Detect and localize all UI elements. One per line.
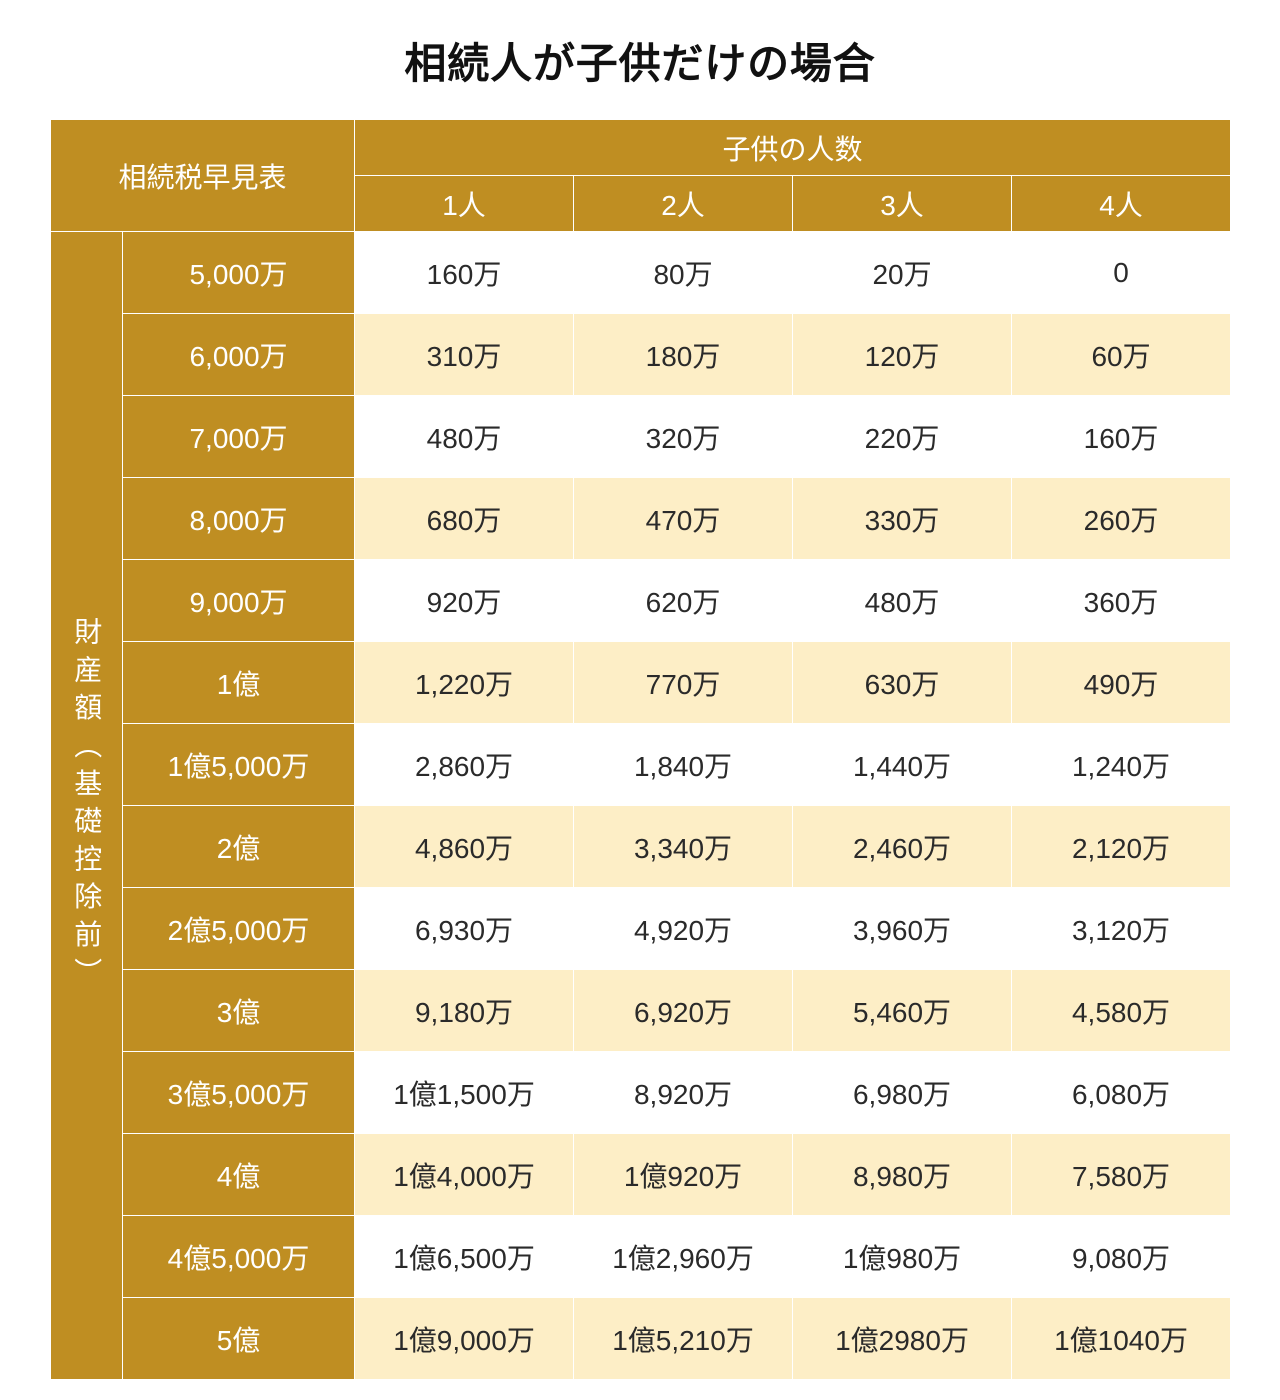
table-row: 8,000万680万470万330万260万	[51, 478, 1231, 560]
cell: 1億6,500万	[355, 1216, 574, 1298]
cell: 1億920万	[574, 1134, 793, 1216]
inheritance-tax-table: 相続税早見表 子供の人数 1人 2人 3人 4人 財産額（基礎控除前）5,000…	[50, 119, 1231, 1380]
table-row: 1億1,220万770万630万490万	[51, 642, 1231, 724]
table-row: 5億1億9,000万1億5,210万1億2980万1億1040万	[51, 1298, 1231, 1380]
cell: 1億2980万	[793, 1298, 1012, 1380]
cell: 160万	[355, 232, 574, 314]
table-row: 9,000万920万620万480万360万	[51, 560, 1231, 642]
cell: 5,460万	[793, 970, 1012, 1052]
cell: 60万	[1012, 314, 1231, 396]
cell: 1億1,500万	[355, 1052, 574, 1134]
cell: 1億9,000万	[355, 1298, 574, 1380]
cell: 3,120万	[1012, 888, 1231, 970]
col-header-4: 4人	[1012, 176, 1231, 232]
cell: 7,580万	[1012, 1134, 1231, 1216]
table-row: 財産額（基礎控除前）5,000万160万80万20万0	[51, 232, 1231, 314]
cell: 20万	[793, 232, 1012, 314]
cell: 8,980万	[793, 1134, 1012, 1216]
cell: 120万	[793, 314, 1012, 396]
col-header-2: 2人	[574, 176, 793, 232]
row-header: 5,000万	[123, 232, 355, 314]
row-header: 1億5,000万	[123, 724, 355, 806]
table-row: 4億5,000万1億6,500万1億2,960万1億980万9,080万	[51, 1216, 1231, 1298]
header-corner: 相続税早見表	[51, 120, 355, 232]
cell: 260万	[1012, 478, 1231, 560]
cell: 3,340万	[574, 806, 793, 888]
cell: 2,460万	[793, 806, 1012, 888]
row-header: 7,000万	[123, 396, 355, 478]
cell: 620万	[574, 560, 793, 642]
cell: 3,960万	[793, 888, 1012, 970]
cell: 490万	[1012, 642, 1231, 724]
row-header: 4億	[123, 1134, 355, 1216]
table-row: 2億5,000万6,930万4,920万3,960万3,120万	[51, 888, 1231, 970]
cell: 6,930万	[355, 888, 574, 970]
side-header-asset-amount: 財産額（基礎控除前）	[51, 232, 123, 1380]
row-header: 8,000万	[123, 478, 355, 560]
row-header: 3億5,000万	[123, 1052, 355, 1134]
row-header: 6,000万	[123, 314, 355, 396]
table-row: 3億9,180万6,920万5,460万4,580万	[51, 970, 1231, 1052]
row-header: 5億	[123, 1298, 355, 1380]
row-header: 2億	[123, 806, 355, 888]
cell: 0	[1012, 232, 1231, 314]
cell: 480万	[355, 396, 574, 478]
cell: 320万	[574, 396, 793, 478]
cell: 6,980万	[793, 1052, 1012, 1134]
cell: 160万	[1012, 396, 1231, 478]
cell: 2,860万	[355, 724, 574, 806]
row-header: 2億5,000万	[123, 888, 355, 970]
row-header: 9,000万	[123, 560, 355, 642]
cell: 1億2,960万	[574, 1216, 793, 1298]
cell: 360万	[1012, 560, 1231, 642]
table-body: 財産額（基礎控除前）5,000万160万80万20万06,000万310万180…	[51, 232, 1231, 1380]
cell: 680万	[355, 478, 574, 560]
cell: 220万	[793, 396, 1012, 478]
cell: 80万	[574, 232, 793, 314]
cell: 630万	[793, 642, 1012, 724]
cell: 9,180万	[355, 970, 574, 1052]
table-row: 6,000万310万180万120万60万	[51, 314, 1231, 396]
table-row: 4億1億4,000万1億920万8,980万7,580万	[51, 1134, 1231, 1216]
cell: 1億1040万	[1012, 1298, 1231, 1380]
cell: 1億980万	[793, 1216, 1012, 1298]
cell: 4,920万	[574, 888, 793, 970]
row-header: 3億	[123, 970, 355, 1052]
cell: 4,580万	[1012, 970, 1231, 1052]
cell: 9,080万	[1012, 1216, 1231, 1298]
cell: 1億4,000万	[355, 1134, 574, 1216]
cell: 2,120万	[1012, 806, 1231, 888]
cell: 310万	[355, 314, 574, 396]
cell: 920万	[355, 560, 574, 642]
cell: 1億5,210万	[574, 1298, 793, 1380]
table-row: 1億5,000万2,860万1,840万1,440万1,240万	[51, 724, 1231, 806]
header-children-count: 子供の人数	[355, 120, 1231, 176]
cell: 8,920万	[574, 1052, 793, 1134]
row-header: 4億5,000万	[123, 1216, 355, 1298]
cell: 1,440万	[793, 724, 1012, 806]
row-header: 1億	[123, 642, 355, 724]
col-header-3: 3人	[793, 176, 1012, 232]
table-row: 7,000万480万320万220万160万	[51, 396, 1231, 478]
cell: 1,220万	[355, 642, 574, 724]
table-row: 2億4,860万3,340万2,460万2,120万	[51, 806, 1231, 888]
cell: 6,920万	[574, 970, 793, 1052]
cell: 6,080万	[1012, 1052, 1231, 1134]
cell: 1,840万	[574, 724, 793, 806]
col-header-1: 1人	[355, 176, 574, 232]
cell: 1,240万	[1012, 724, 1231, 806]
cell: 330万	[793, 478, 1012, 560]
cell: 180万	[574, 314, 793, 396]
table-row: 3億5,000万1億1,500万8,920万6,980万6,080万	[51, 1052, 1231, 1134]
cell: 770万	[574, 642, 793, 724]
cell: 4,860万	[355, 806, 574, 888]
page-title: 相続人が子供だけの場合	[50, 30, 1230, 91]
cell: 480万	[793, 560, 1012, 642]
cell: 470万	[574, 478, 793, 560]
